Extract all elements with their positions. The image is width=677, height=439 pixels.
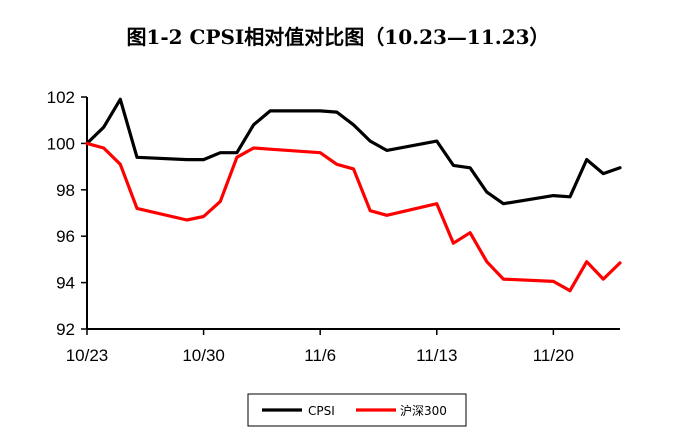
series-layer — [85, 97, 622, 293]
legend: CPSI 沪深300 — [247, 393, 467, 427]
series-line-0 — [85, 97, 622, 206]
legend-label-1: 沪深300 — [400, 404, 447, 418]
y-tick-label: 96 — [56, 227, 75, 246]
x-tick-label: 10/23 — [66, 346, 109, 365]
y-tick-label: 98 — [56, 181, 75, 200]
chart-title: 图1-2 CPSI相对值对比图（10.23—11.23） — [126, 25, 549, 49]
x-tick-label: 11/13 — [416, 346, 457, 365]
y-tick-label: 92 — [56, 320, 75, 339]
x-tick-label: 10/30 — [182, 346, 225, 365]
series-line-1 — [85, 141, 622, 293]
y-tick-label: 100 — [47, 134, 75, 153]
x-tick-label: 11/20 — [533, 346, 574, 365]
y-tick-label: 102 — [47, 88, 75, 107]
axes: 92 94 96 98 100 102 10/23 10/30 11/6 11/13 11/20 — [47, 88, 620, 365]
legend-label-0: CPSI — [308, 404, 335, 418]
x-tick-label: 11/6 — [304, 346, 336, 365]
y-tick-label: 94 — [56, 274, 75, 293]
